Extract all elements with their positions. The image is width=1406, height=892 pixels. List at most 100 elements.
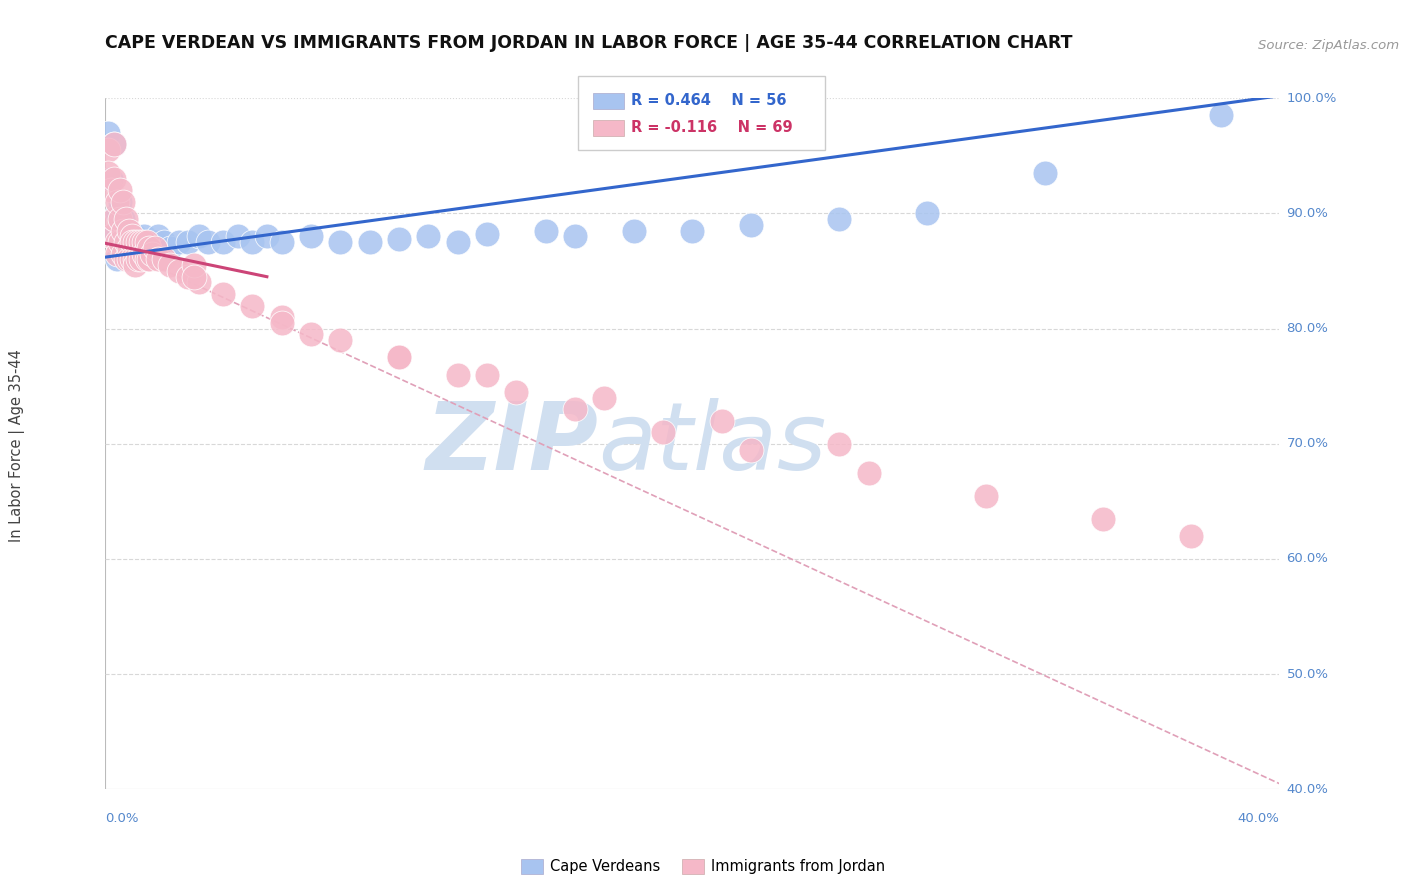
Point [623,224,645,238]
Point [828,437,851,451]
Point [105,246,128,260]
Point [121,229,143,244]
Point [108,194,131,209]
Point [112,246,135,260]
Point [108,212,131,227]
Point [103,137,125,152]
Point [143,241,166,255]
Point [388,351,411,365]
Point [153,235,176,249]
Point [710,414,733,428]
Point [132,235,155,249]
Point [118,229,141,244]
Point [118,241,141,255]
Point [1209,108,1232,122]
Point [446,368,468,382]
Point [112,212,135,227]
Point [115,241,138,255]
Point [121,252,143,267]
Point [115,235,138,249]
Text: R = -0.116    N = 69: R = -0.116 N = 69 [631,120,793,135]
Point [141,241,163,255]
Point [1033,166,1056,180]
Point [240,235,263,249]
Point [183,258,205,272]
Text: 40.0%: 40.0% [1237,812,1279,825]
Point [167,264,190,278]
Point [1180,529,1202,543]
Point [329,333,352,347]
Point [329,235,352,249]
Point [112,224,135,238]
Text: R = 0.464    N = 56: R = 0.464 N = 56 [631,94,787,108]
Point [103,229,125,244]
Text: In Labor Force | Age 35-44: In Labor Force | Age 35-44 [8,350,25,542]
Point [138,246,160,260]
Point [112,194,135,209]
Point [118,241,141,255]
Point [135,241,157,255]
Point [740,442,762,457]
Point [159,258,181,272]
Point [97,143,120,157]
Point [159,241,181,255]
Text: 0.0%: 0.0% [105,812,139,825]
Point [153,252,176,267]
Text: 90.0%: 90.0% [1286,207,1329,219]
Point [226,229,249,244]
Text: 50.0%: 50.0% [1286,668,1329,681]
Point [141,246,163,260]
Point [270,310,292,324]
Point [148,229,170,244]
Point [118,252,141,267]
Point [97,126,120,140]
Point [132,235,155,249]
Point [534,224,557,238]
Point [108,218,131,232]
Point [124,241,146,255]
Point [446,235,468,249]
Point [740,218,762,232]
Point [593,391,616,405]
Point [828,212,851,227]
Point [505,384,527,399]
Point [183,269,205,284]
Point [167,235,190,249]
Point [108,235,131,249]
Point [129,241,152,255]
Point [270,235,292,249]
Point [299,327,322,342]
Point [475,368,498,382]
Text: atlas: atlas [599,398,827,490]
Point [475,227,498,241]
Point [652,425,675,440]
Point [121,235,143,249]
Point [103,212,125,227]
Point [418,229,440,244]
Point [127,246,149,260]
Text: CAPE VERDEAN VS IMMIGRANTS FROM JORDAN IN LABOR FORCE | AGE 35-44 CORRELATION CH: CAPE VERDEAN VS IMMIGRANTS FROM JORDAN I… [105,34,1073,52]
Point [105,235,128,249]
Point [115,224,138,238]
Point [100,171,122,186]
Point [115,252,138,267]
Point [124,258,146,272]
Point [127,235,149,249]
Point [124,252,146,267]
Point [974,489,997,503]
Point [112,235,135,249]
Text: ZIP: ZIP [426,398,599,490]
Point [270,316,292,330]
Point [115,212,138,227]
Point [256,229,278,244]
Point [1092,511,1115,525]
Point [105,252,128,267]
Text: 40.0%: 40.0% [1286,783,1329,796]
Point [138,252,160,267]
Point [118,224,141,238]
Point [100,183,122,197]
Point [124,235,146,249]
Legend: Cape Verdeans, Immigrants from Jordan: Cape Verdeans, Immigrants from Jordan [515,853,891,880]
Point [127,252,149,267]
Point [121,252,143,267]
